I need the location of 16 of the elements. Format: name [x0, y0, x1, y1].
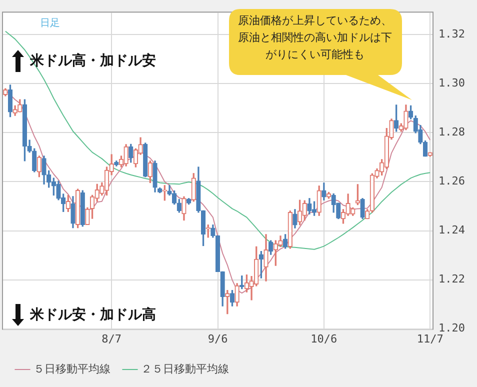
- y-tick-label: 1.22: [438, 272, 466, 286]
- y-tick-label: 1.32: [438, 28, 466, 41]
- x-tick-label: 8/7: [102, 332, 122, 346]
- x-tick-label: 10/6: [310, 332, 338, 346]
- legend-label: ２５日移動平均線: [141, 362, 229, 376]
- annotation: 日足: [40, 16, 60, 30]
- y-tick-label: 1.20: [438, 322, 466, 335]
- y-tick-label: 1.28: [438, 126, 466, 139]
- legend-label: ５日移動平均線: [34, 362, 110, 376]
- y-tick-label: 1.30: [438, 76, 466, 90]
- y-tick-label: 1.24: [438, 224, 466, 237]
- y-tick-label: 1.26: [438, 174, 466, 188]
- x-tick-label: 11/7: [416, 332, 444, 346]
- annotation: 米ドル安・加ドル高: [30, 306, 156, 324]
- x-tick-label: 9/6: [208, 332, 228, 346]
- annotation: 原油価格が上昇しているため、原油と相関性の高い加ドルは下がりにくい可能性も: [237, 13, 393, 63]
